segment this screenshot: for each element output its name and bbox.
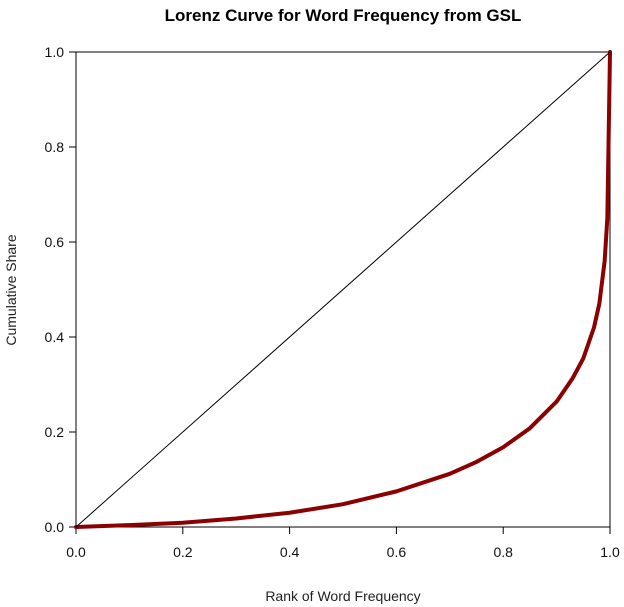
y-tick-label: 0.0 xyxy=(45,519,65,535)
y-tick-label: 0.2 xyxy=(45,424,65,440)
y-tick-label: 0.6 xyxy=(45,234,65,250)
y-axis: 0.0 0.2 0.4 0.6 0.8 1.0 xyxy=(45,44,76,535)
equality-diagonal-line xyxy=(75,51,611,528)
chart-title: Lorenz Curve for Word Frequency from GSL xyxy=(165,6,522,25)
y-tick-label: 1.0 xyxy=(45,44,65,60)
x-tick-label: 0.6 xyxy=(387,544,407,560)
x-tick-label: 1.0 xyxy=(600,544,620,560)
x-tick-label: 0.8 xyxy=(493,544,513,560)
y-axis-label: Cumulative Share xyxy=(3,234,19,345)
x-tick-label: 0.4 xyxy=(280,544,300,560)
y-tick-label: 0.8 xyxy=(45,139,65,155)
x-tick-label: 0.2 xyxy=(173,544,193,560)
x-tick-label: 0.0 xyxy=(66,544,86,560)
y-tick-label: 0.4 xyxy=(45,329,65,345)
plot-frame xyxy=(75,51,611,528)
x-axis-label: Rank of Word Frequency xyxy=(265,588,420,604)
x-axis: 0.0 0.2 0.4 0.6 0.8 1.0 xyxy=(66,527,620,560)
plot-area xyxy=(74,50,612,529)
lorenz-curve-line xyxy=(74,50,612,529)
